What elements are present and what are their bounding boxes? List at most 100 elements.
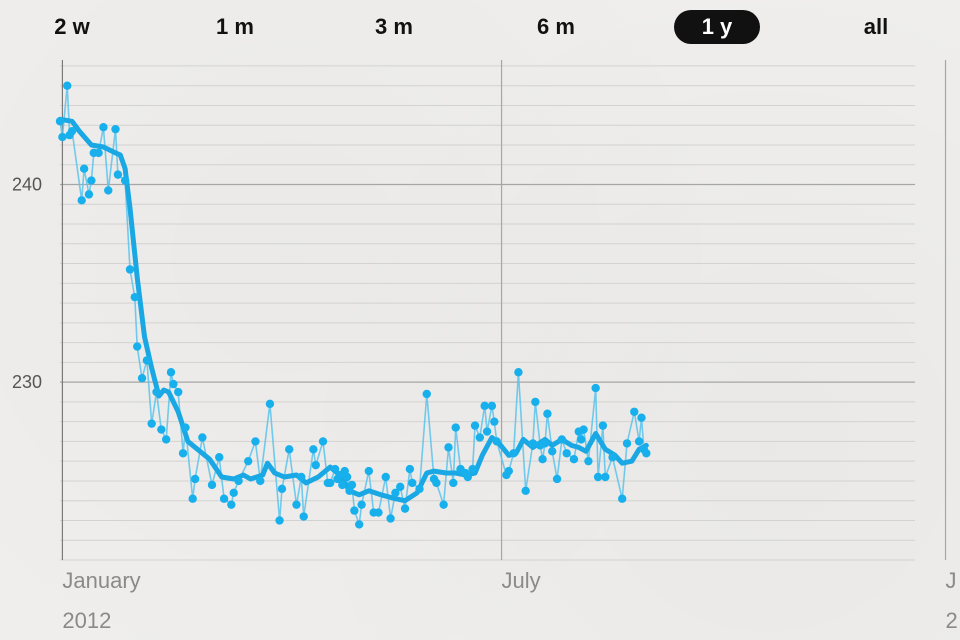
weight-point — [451, 423, 460, 432]
x-tick-sublabel: 2012 — [62, 608, 111, 633]
weight-point — [157, 425, 166, 434]
weight-point — [161, 435, 171, 444]
weight-point — [99, 122, 108, 132]
weight-point — [166, 368, 176, 377]
weight-point — [569, 455, 579, 464]
weight-point — [593, 472, 603, 482]
range-selector: 2 w 1 m 3 m 6 m 1 y all — [0, 0, 960, 56]
weight-point — [133, 342, 142, 351]
weight-point — [227, 500, 236, 509]
weight-point — [277, 484, 287, 494]
weight-point — [405, 464, 415, 474]
weight-point — [470, 421, 480, 430]
weight-point — [622, 439, 632, 448]
weight-point — [297, 472, 306, 482]
weight-point — [207, 480, 217, 490]
axes: 230 240 January 2012 July J 2 — [12, 175, 958, 633]
weight-point — [326, 478, 335, 488]
y-tick-label: 230 — [12, 372, 42, 392]
range-option-1m[interactable]: 1 m — [216, 14, 254, 39]
weight-point — [531, 397, 540, 407]
weight-point — [439, 500, 448, 509]
weight-point — [634, 437, 644, 446]
range-option-all[interactable]: all — [863, 14, 889, 39]
weight-point — [528, 439, 538, 448]
range-option-1y[interactable]: 1 y — [674, 10, 760, 44]
y-tick-label: 240 — [12, 175, 42, 195]
weight-point — [292, 500, 301, 509]
weight-point — [251, 437, 260, 446]
weight-point — [552, 474, 562, 484]
weight-point — [311, 460, 320, 470]
weight-point — [174, 387, 183, 397]
weight-point — [113, 170, 123, 179]
weight-point — [509, 449, 518, 458]
raw-weight-line — [59, 84, 647, 526]
raw-weight-series — [59, 84, 647, 526]
range-option-2w[interactable]: 2 w — [54, 14, 90, 39]
range-option-3m[interactable]: 3 m — [375, 14, 413, 39]
weight-point — [584, 456, 593, 466]
weight-point — [354, 520, 364, 529]
weight-point — [432, 478, 441, 488]
weight-point — [63, 81, 72, 90]
weight-point — [415, 484, 424, 494]
weight-point — [543, 409, 552, 418]
weight-point — [342, 472, 352, 482]
x-tick-label: January — [62, 568, 140, 593]
weight-point — [104, 186, 113, 195]
weight-point — [111, 124, 120, 134]
weight-point — [463, 472, 472, 482]
weight-point — [142, 356, 152, 365]
weight-point — [422, 389, 431, 399]
weight-point — [219, 494, 229, 503]
range-option-6m[interactable]: 6 m — [537, 14, 575, 39]
weight-point — [579, 425, 588, 434]
weight-point — [55, 117, 65, 126]
weight-point — [275, 516, 284, 525]
weight-point — [350, 506, 359, 515]
weight-point — [67, 126, 77, 136]
weight-point — [181, 423, 190, 432]
weight-point — [396, 482, 405, 492]
weight-point — [234, 476, 243, 486]
weight-point — [490, 417, 499, 426]
weight-point — [391, 488, 400, 498]
weight-point — [608, 453, 617, 462]
x-tick-label: July — [502, 568, 541, 593]
weight-point — [475, 433, 485, 442]
weight-point — [562, 449, 571, 458]
weight-point — [449, 478, 458, 488]
weight-point — [480, 401, 489, 411]
weight-points — [55, 81, 651, 529]
weight-point — [338, 480, 347, 490]
weight-point — [444, 443, 453, 452]
weight-point — [229, 488, 238, 498]
weight-point — [540, 439, 550, 448]
weight-point — [256, 476, 265, 486]
weight-point — [152, 387, 161, 397]
weight-point — [482, 427, 492, 436]
weight-point — [244, 456, 253, 466]
weight-point — [58, 132, 67, 142]
weight-point — [386, 514, 395, 523]
weight-point — [77, 196, 86, 205]
weight-point — [521, 486, 530, 496]
weight-point — [557, 435, 567, 444]
trend-line — [57, 116, 649, 504]
weight-point — [198, 433, 207, 442]
weight-point — [538, 455, 547, 464]
weight-point — [408, 478, 417, 488]
weight-point — [94, 148, 103, 158]
weight-point — [265, 399, 275, 409]
weight-point — [381, 472, 390, 482]
weight-point — [309, 445, 318, 454]
weight-point — [299, 512, 308, 521]
weight-point — [330, 464, 340, 474]
grid — [60, 60, 947, 561]
weight-point — [598, 421, 608, 430]
weight-point — [125, 265, 135, 274]
weight-point — [591, 383, 600, 393]
weight-point — [374, 508, 383, 517]
